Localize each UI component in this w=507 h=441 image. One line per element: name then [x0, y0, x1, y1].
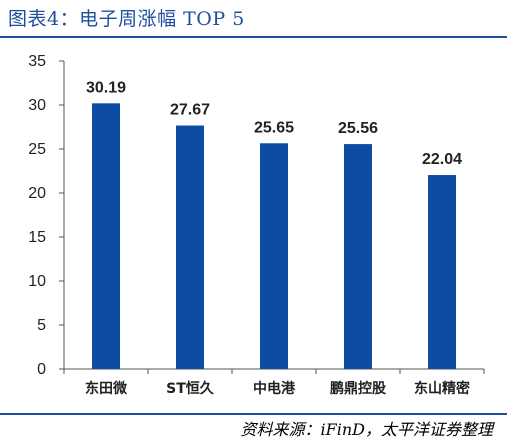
- category-label-1: 东田微: [85, 380, 128, 397]
- y-tick-label: 20: [28, 185, 46, 202]
- y-tick-label: 10: [28, 273, 46, 290]
- value-label-3: 25.65: [254, 119, 294, 136]
- source-note: 资料来源：iFinD，太平洋证券整理: [240, 420, 493, 439]
- bar-3: [260, 143, 288, 369]
- y-tick-label: 35: [28, 53, 46, 70]
- value-label-5: 22.04: [422, 151, 462, 168]
- y-tick-label: 30: [28, 97, 46, 114]
- value-labels: 30.19 27.67 25.65 25.56 22.04: [86, 79, 462, 168]
- category-label-3: 中电港: [253, 380, 296, 397]
- category-label-2: ST恒久: [166, 380, 215, 397]
- bar-1: [92, 103, 120, 369]
- title-divider: [0, 36, 507, 38]
- category-label-5: 东山精密: [414, 380, 470, 397]
- category-label-4: 鹏鼎控股: [330, 380, 387, 397]
- bar-5: [428, 175, 456, 369]
- bars: [92, 103, 456, 369]
- chart-title: 图表4：电子周涨幅 TOP 5: [8, 8, 245, 30]
- value-label-1: 30.19: [86, 79, 126, 96]
- y-tick-label: 0: [37, 361, 46, 378]
- value-label-2: 27.67: [170, 102, 210, 119]
- y-tick-label: 25: [28, 141, 46, 158]
- y-tick-label: 5: [37, 317, 46, 334]
- value-label-4: 25.56: [338, 120, 378, 137]
- bar-4: [344, 144, 372, 369]
- bar-2: [176, 125, 204, 369]
- y-axis-ticks: 0 5 10 15 20 25 30 35: [28, 53, 64, 378]
- category-labels: 东田微 ST恒久 中电港 鹏鼎控股 东山精密: [63, 369, 485, 397]
- y-tick-label: 15: [28, 229, 46, 246]
- footer-divider: [0, 413, 507, 415]
